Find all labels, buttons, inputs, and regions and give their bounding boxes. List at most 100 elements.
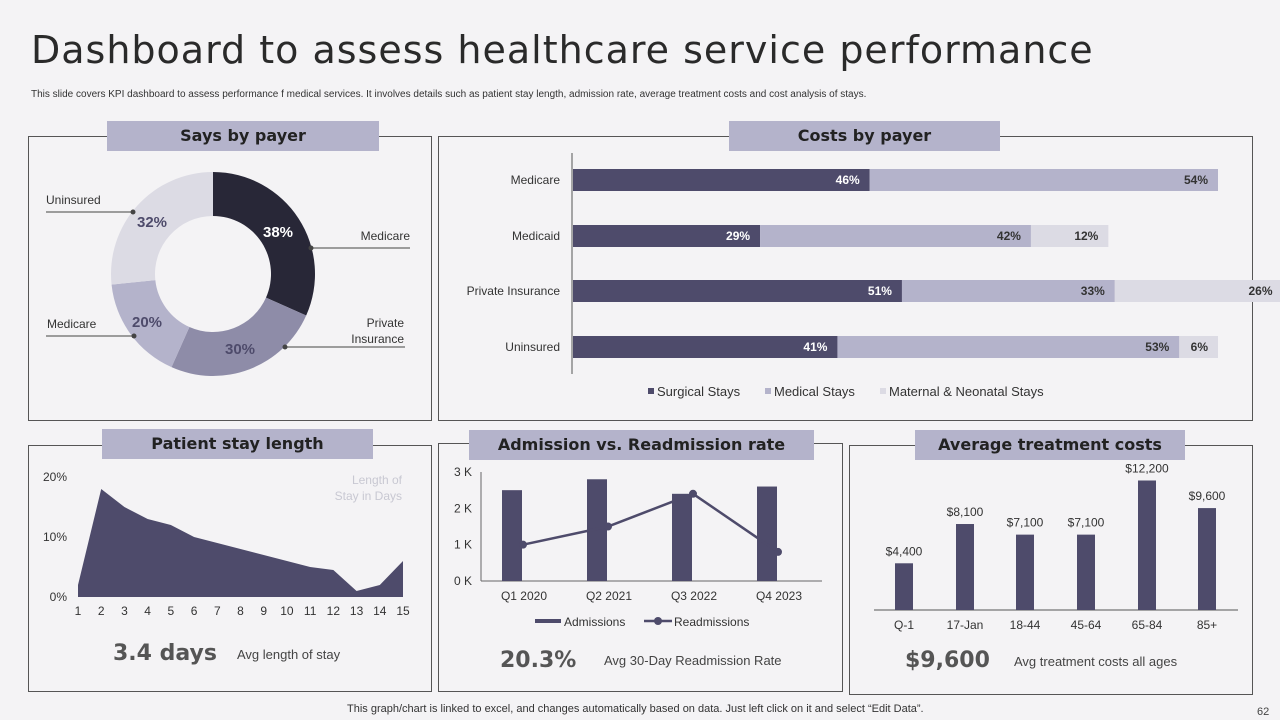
donut-category-label: Medicare <box>361 229 411 243</box>
costs-bar-segment <box>1114 280 1280 302</box>
donut-slice-3 <box>111 172 213 285</box>
costs-category-label: Private Insurance <box>467 284 561 298</box>
costs-bar-label: 51% <box>868 284 892 298</box>
adm-y-tick: 1 K <box>454 538 472 552</box>
donut-slice-label: 38% <box>263 224 293 241</box>
treat-x-tick: 65-84 <box>1132 618 1163 632</box>
adm-y-tick: 0 K <box>454 574 472 588</box>
donut-leader-dot <box>131 333 137 339</box>
costs-by-payer-title: Costs by payer <box>729 121 1000 151</box>
adm-readmission-point <box>519 540 527 549</box>
admission-title: Admission vs. Readmission rate <box>469 430 814 460</box>
treat-bar <box>1198 508 1216 610</box>
adm-legend-swatch-dot <box>654 617 662 625</box>
stay-y-tick: 10% <box>43 530 67 544</box>
treat-bar-label: $9,600 <box>1189 489 1226 503</box>
donut-category-label: Uninsured <box>46 193 101 207</box>
costs-legend-swatch <box>880 388 886 394</box>
treat-x-tick: 45-64 <box>1071 618 1102 632</box>
page-number: 62 <box>1257 706 1270 718</box>
treat-bar-label: $8,100 <box>947 505 984 519</box>
costs-bar-label: 53% <box>1145 340 1169 354</box>
donut-category-label: Private <box>367 316 405 330</box>
costs-legend-label: Maternal & Neonatal Stays <box>889 384 1044 399</box>
treat-x-tick: 17-Jan <box>947 618 984 632</box>
donut-slice-1 <box>171 297 307 376</box>
footer-note: This graph/chart is linked to excel, and… <box>347 703 924 715</box>
stay-x-tick: 9 <box>260 604 267 618</box>
stay-y-tick: 0% <box>50 590 68 604</box>
donut-slice-label: 32% <box>137 214 167 231</box>
treat-x-tick: Q-1 <box>894 618 914 632</box>
treat-bar <box>956 524 974 610</box>
adm-x-tick: Q2 2021 <box>586 589 632 603</box>
readmission-rate-label: Avg 30-Day Readmission Rate <box>604 653 782 668</box>
treat-bar-label: $4,400 <box>886 544 923 558</box>
donut-slice-label: 20% <box>132 314 162 331</box>
costs-legend-label: Surgical Stays <box>657 384 741 399</box>
costs-bar-label: 42% <box>997 229 1021 243</box>
stay-x-tick: 8 <box>237 604 244 618</box>
costs-bar-label: 46% <box>836 173 860 187</box>
treat-bar <box>1138 480 1156 610</box>
stay-x-tick: 7 <box>214 604 221 618</box>
adm-admission-bar <box>757 486 777 581</box>
costs-bar-label: 6% <box>1191 340 1209 354</box>
stay-x-tick: 2 <box>98 604 105 618</box>
stay-x-tick: 1 <box>75 604 82 618</box>
treat-bar-label: $7,100 <box>1007 516 1044 530</box>
costs-bar-label: 29% <box>726 229 750 243</box>
donut-slice-0 <box>213 172 316 316</box>
costs-bar-segment <box>573 280 902 302</box>
costs-bar-segment <box>1030 225 1109 247</box>
treat-bar <box>1077 534 1095 610</box>
stay-x-tick: 13 <box>350 604 364 618</box>
costs-bar-segment <box>573 336 838 358</box>
stay-x-tick: 4 <box>144 604 151 618</box>
adm-admission-bar <box>672 493 692 581</box>
treat-x-tick: 85+ <box>1197 618 1217 632</box>
adm-y-tick: 2 K <box>454 501 472 515</box>
costs-legend-swatch <box>765 388 771 394</box>
readmission-rate-value: 20.3% <box>500 648 577 673</box>
costs-bar-label: 12% <box>1074 229 1098 243</box>
adm-readmission-point <box>774 547 782 556</box>
stay-x-tick: 11 <box>304 604 317 618</box>
adm-readmission-point <box>604 522 612 531</box>
costs-bar-label: 26% <box>1248 284 1272 298</box>
costs-bar-segment <box>1179 336 1218 358</box>
treat-bar-label: $7,100 <box>1068 516 1105 530</box>
stay-x-tick: 3 <box>121 604 128 618</box>
treatment-title: Average treatment costs <box>915 430 1185 460</box>
donut-leader-dot <box>130 209 136 215</box>
costs-bar-segment <box>837 336 1180 358</box>
patient-stay-title: Patient stay length <box>102 429 373 459</box>
costs-bar-segment <box>573 169 870 191</box>
adm-x-tick: Q1 2020 <box>501 589 547 603</box>
donut-slice-2 <box>111 280 190 368</box>
treatment-cost-value: $9,600 <box>905 648 990 673</box>
stay-area <box>78 489 403 597</box>
costs-category-label: Medicare <box>511 173 561 187</box>
costs-bar-segment <box>573 225 761 247</box>
costs-legend-swatch <box>648 388 654 394</box>
stays-by-payer-title: Says by payer <box>107 121 379 151</box>
stay-x-tick: 15 <box>396 604 410 618</box>
costs-category-label: Uninsured <box>505 340 560 354</box>
stay-x-tick: 10 <box>280 604 294 618</box>
adm-x-tick: Q4 2023 <box>756 589 802 603</box>
costs-bar-segment <box>901 280 1115 302</box>
avg-stay-label: Avg length of stay <box>237 647 341 662</box>
adm-x-tick: Q3 2022 <box>671 589 717 603</box>
stay-x-tick: 12 <box>327 604 341 618</box>
stay-x-tick: 5 <box>168 604 175 618</box>
adm-legend-label: Readmissions <box>674 615 749 629</box>
adm-admission-bar <box>587 479 607 581</box>
treatment-panel <box>849 445 1253 695</box>
costs-bar-segment <box>760 225 1031 247</box>
